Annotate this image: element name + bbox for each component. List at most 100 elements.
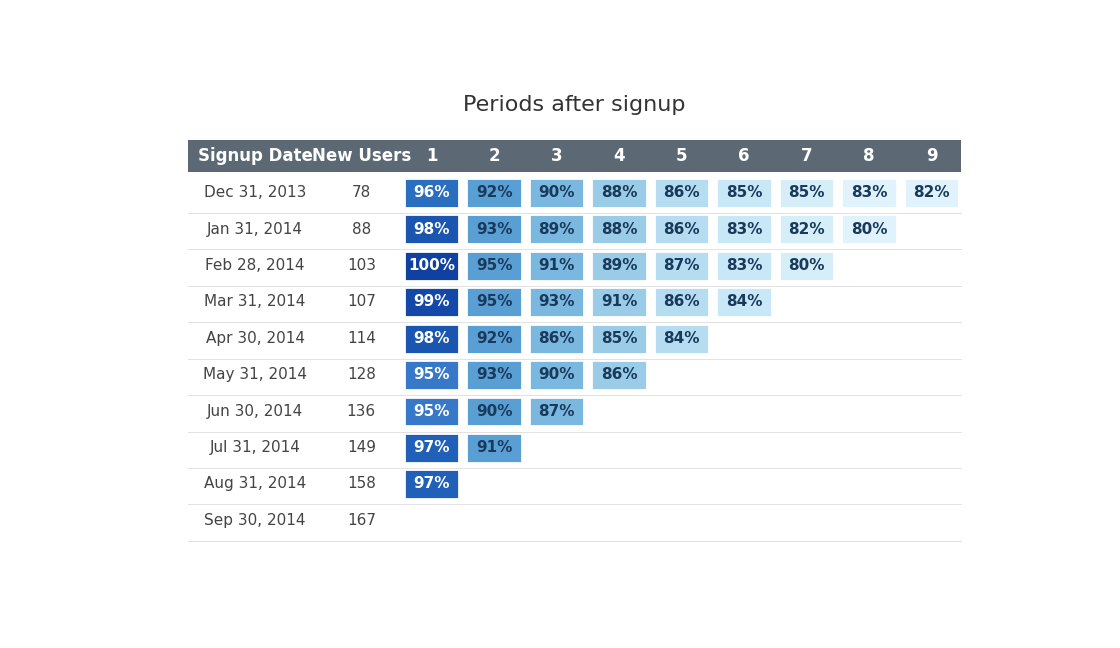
Text: New Users: New Users bbox=[311, 147, 411, 165]
Text: 90%: 90% bbox=[476, 404, 512, 419]
Text: 99%: 99% bbox=[413, 294, 450, 309]
Bar bbox=[529, 287, 585, 317]
Text: May 31, 2014: May 31, 2014 bbox=[203, 367, 307, 382]
Text: 90%: 90% bbox=[539, 367, 575, 382]
Text: 87%: 87% bbox=[663, 258, 700, 273]
Text: 6: 6 bbox=[738, 147, 750, 165]
Text: 107: 107 bbox=[347, 294, 376, 309]
Bar bbox=[654, 287, 709, 317]
Text: 91%: 91% bbox=[601, 294, 637, 309]
Text: Signup Date: Signup Date bbox=[197, 147, 312, 165]
Bar bbox=[466, 178, 522, 208]
Text: Aug 31, 2014: Aug 31, 2014 bbox=[204, 476, 306, 491]
Bar bbox=[904, 178, 960, 208]
Text: 167: 167 bbox=[347, 513, 376, 528]
Bar bbox=[591, 287, 647, 317]
Text: 7: 7 bbox=[801, 147, 812, 165]
Text: 97%: 97% bbox=[413, 440, 450, 455]
Bar bbox=[529, 214, 585, 244]
Bar bbox=[404, 287, 459, 317]
Bar bbox=[404, 178, 459, 208]
Bar bbox=[466, 433, 522, 463]
Text: 9: 9 bbox=[926, 147, 937, 165]
Bar bbox=[466, 397, 522, 426]
Bar bbox=[188, 140, 961, 172]
Bar bbox=[654, 214, 709, 244]
Text: 82%: 82% bbox=[788, 222, 825, 237]
Text: Periods after signup: Periods after signup bbox=[463, 95, 685, 115]
Text: 86%: 86% bbox=[663, 294, 700, 309]
Text: 149: 149 bbox=[347, 440, 376, 455]
Bar bbox=[466, 251, 522, 281]
Bar bbox=[529, 397, 585, 426]
Text: 91%: 91% bbox=[539, 258, 575, 273]
Text: 100%: 100% bbox=[408, 258, 455, 273]
Text: 91%: 91% bbox=[476, 440, 512, 455]
Bar bbox=[466, 324, 522, 354]
Text: 80%: 80% bbox=[851, 222, 887, 237]
Bar bbox=[654, 178, 709, 208]
Text: 8: 8 bbox=[864, 147, 875, 165]
Bar bbox=[654, 251, 709, 281]
Text: 83%: 83% bbox=[726, 258, 763, 273]
Bar bbox=[404, 251, 459, 281]
Bar bbox=[529, 324, 585, 354]
Text: Feb 28, 2014: Feb 28, 2014 bbox=[205, 258, 305, 273]
Bar bbox=[466, 287, 522, 317]
Text: 95%: 95% bbox=[476, 258, 512, 273]
Bar bbox=[529, 360, 585, 390]
Text: Mar 31, 2014: Mar 31, 2014 bbox=[204, 294, 306, 309]
Text: 97%: 97% bbox=[413, 476, 450, 491]
Bar bbox=[591, 214, 647, 244]
Text: 95%: 95% bbox=[476, 294, 512, 309]
Bar bbox=[591, 360, 647, 390]
Text: 89%: 89% bbox=[539, 222, 575, 237]
Text: 80%: 80% bbox=[788, 258, 824, 273]
Bar bbox=[717, 251, 772, 281]
Text: Jul 31, 2014: Jul 31, 2014 bbox=[209, 440, 300, 455]
Text: 93%: 93% bbox=[539, 294, 575, 309]
Bar bbox=[404, 397, 459, 426]
Bar bbox=[466, 360, 522, 390]
Bar bbox=[717, 287, 772, 317]
Bar bbox=[466, 214, 522, 244]
Text: Jun 30, 2014: Jun 30, 2014 bbox=[207, 404, 304, 419]
Text: 86%: 86% bbox=[539, 330, 575, 346]
Bar bbox=[404, 214, 459, 244]
Text: 93%: 93% bbox=[476, 222, 512, 237]
Bar bbox=[529, 178, 585, 208]
Text: 1: 1 bbox=[426, 147, 438, 165]
Text: 88: 88 bbox=[352, 222, 371, 237]
Text: 3: 3 bbox=[551, 147, 562, 165]
Text: 114: 114 bbox=[347, 330, 376, 346]
Text: 87%: 87% bbox=[539, 404, 575, 419]
Text: 158: 158 bbox=[347, 476, 376, 491]
Bar bbox=[841, 214, 897, 244]
Text: 86%: 86% bbox=[663, 222, 700, 237]
Text: 92%: 92% bbox=[476, 330, 513, 346]
Text: 103: 103 bbox=[347, 258, 376, 273]
Text: 86%: 86% bbox=[663, 185, 700, 200]
Text: 82%: 82% bbox=[913, 185, 950, 200]
Bar bbox=[717, 178, 772, 208]
Bar bbox=[591, 178, 647, 208]
Bar bbox=[591, 324, 647, 354]
Text: 85%: 85% bbox=[726, 185, 763, 200]
Bar bbox=[404, 360, 459, 390]
Text: Apr 30, 2014: Apr 30, 2014 bbox=[205, 330, 305, 346]
Text: 90%: 90% bbox=[539, 185, 575, 200]
Bar bbox=[717, 214, 772, 244]
Text: 92%: 92% bbox=[476, 185, 513, 200]
Text: 128: 128 bbox=[347, 367, 376, 382]
Bar bbox=[404, 433, 459, 463]
Bar bbox=[654, 324, 709, 354]
Text: 136: 136 bbox=[347, 404, 376, 419]
Text: 4: 4 bbox=[614, 147, 625, 165]
Text: 85%: 85% bbox=[788, 185, 824, 200]
Text: 83%: 83% bbox=[851, 185, 887, 200]
Text: Dec 31, 2013: Dec 31, 2013 bbox=[204, 185, 306, 200]
Text: 85%: 85% bbox=[601, 330, 637, 346]
Text: 78: 78 bbox=[352, 185, 371, 200]
Text: 84%: 84% bbox=[726, 294, 763, 309]
Text: 83%: 83% bbox=[726, 222, 763, 237]
